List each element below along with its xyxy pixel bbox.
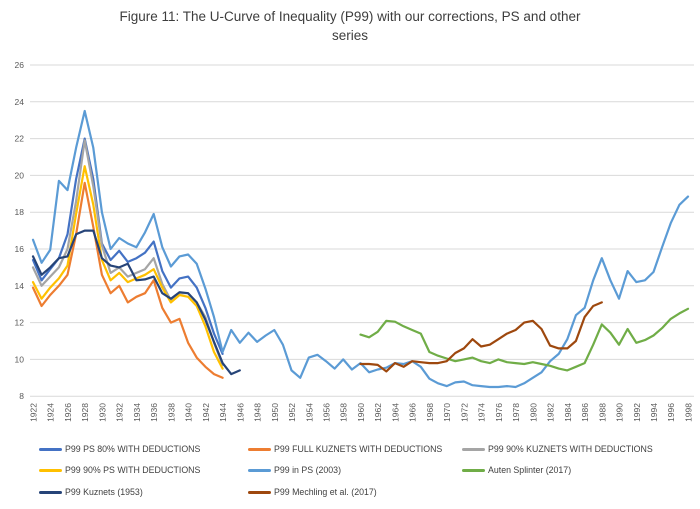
x-tick-label: 1922: [29, 403, 39, 422]
x-tick-label: 1992: [632, 403, 642, 422]
x-tick-label: 1962: [373, 403, 383, 422]
x-tick-label: 1974: [477, 403, 487, 422]
series-line-2: [31, 181, 224, 379]
x-tick-label: 1928: [80, 403, 90, 422]
x-tick-label: 1936: [149, 403, 159, 422]
x-tick-label: 1926: [63, 403, 73, 422]
series-line-1: [31, 137, 224, 355]
x-tick-label: 1940: [184, 403, 194, 422]
x-tick-label: 1956: [322, 403, 332, 422]
x-tick-label: 1954: [304, 403, 314, 422]
x-tick-label: 1996: [666, 403, 676, 422]
series-line-6: [359, 307, 690, 372]
x-tick-label: 1998: [683, 403, 693, 422]
y-tick-label: 10: [15, 354, 25, 364]
x-tick-label: 1942: [201, 403, 211, 422]
x-tick-label: 1984: [563, 403, 573, 422]
x-tick-label: 1980: [528, 403, 538, 422]
x-tick-label: 1938: [166, 403, 176, 422]
x-tick-label: 1990: [615, 403, 625, 422]
y-tick-label: 12: [15, 318, 25, 328]
y-tick-label: 22: [15, 134, 25, 144]
x-tick-label: 1932: [115, 403, 125, 422]
x-tick-label: 1958: [339, 403, 349, 422]
chart-title: Figure 11: The U-Curve of Inequality (P9…: [119, 9, 581, 43]
x-tick-label: 1952: [287, 403, 297, 422]
x-tick-label: 1994: [649, 403, 659, 422]
y-tick-label: 24: [15, 97, 25, 107]
x-tick-label: 1944: [218, 403, 228, 422]
x-tick-label: 1930: [97, 403, 107, 422]
x-tick-label: 1948: [253, 403, 263, 422]
series-line-7: [31, 229, 241, 376]
x-tick-label: 1970: [442, 403, 452, 422]
y-tick-label: 20: [15, 170, 25, 180]
x-tick-label: 1982: [546, 403, 556, 422]
x-tick-label: 1924: [46, 403, 56, 422]
x-tick-label: 1978: [511, 403, 521, 422]
x-tick-label: 1966: [408, 403, 418, 422]
x-tick-label: 1946: [235, 403, 245, 422]
y-tick-label: 16: [15, 244, 25, 254]
x-tick-label: 1988: [597, 403, 607, 422]
series-line-8: [359, 301, 603, 373]
x-tick-label: 1964: [390, 403, 400, 422]
x-tick-label: 1986: [580, 403, 590, 422]
y-tick-label: 14: [15, 281, 25, 291]
x-tick-label: 1950: [270, 403, 280, 422]
x-tick-label: 1960: [356, 403, 366, 422]
y-tick-label: 8: [19, 391, 24, 401]
y-tick-label: 26: [15, 60, 25, 70]
series-line-4: [31, 165, 224, 370]
x-tick-label: 1972: [459, 403, 469, 422]
y-tick-label: 18: [15, 207, 25, 217]
x-tick-label: 1934: [132, 403, 142, 422]
x-tick-label: 1968: [425, 403, 435, 422]
x-tick-label: 1976: [494, 403, 504, 422]
